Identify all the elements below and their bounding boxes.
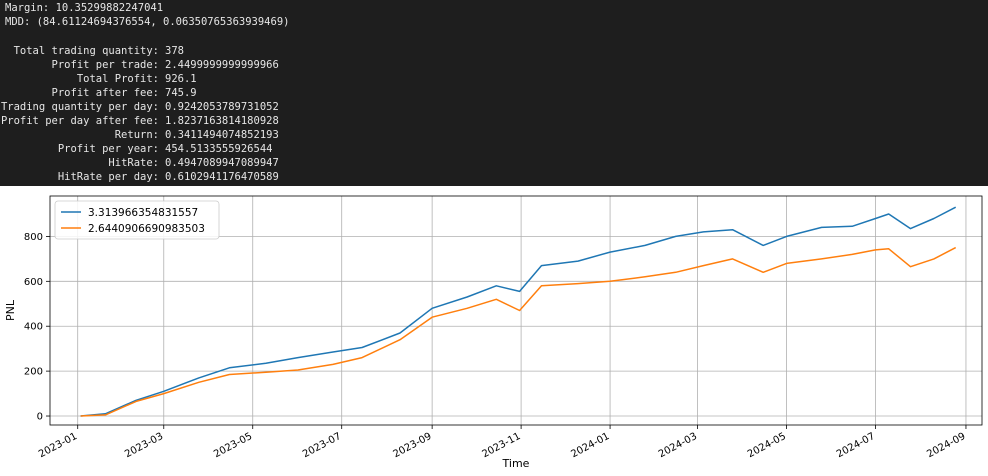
x-tick-label: 2023-09 xyxy=(391,431,433,460)
stat-row: Profit per day after fee: 1.823716381418… xyxy=(0,114,988,128)
legend-label: 2.6440906690983503 xyxy=(88,223,205,235)
stat-value: 0.4947089947089947 xyxy=(165,157,279,169)
stat-label: Trading quantity per day: xyxy=(0,101,159,113)
x-tick-label: 2023-11 xyxy=(480,431,522,460)
x-tick-label: 2024-09 xyxy=(925,431,967,460)
x-tick-label: 2023-07 xyxy=(301,431,343,460)
x-tick-label: 2023-01 xyxy=(37,431,79,460)
stat-label: HitRate: xyxy=(108,157,159,169)
chart-legend: 3.313966354831557 2.6440906690983503 xyxy=(54,200,220,240)
y-tick-label: 200 xyxy=(24,367,43,378)
stat-row: Profit per trade: 2.4499999999999966 xyxy=(0,58,988,72)
y-axis-label: PNL xyxy=(4,299,17,321)
stat-value: 378 xyxy=(165,45,184,57)
stat-row: HitRate: 0.4947089947089947 xyxy=(0,156,988,170)
stat-label: Profit after fee: xyxy=(51,87,159,99)
legend-box xyxy=(54,200,220,240)
stat-label: Profit per year: xyxy=(57,143,159,155)
chart-grid xyxy=(50,196,982,425)
stat-row: HitRate per day: 0.6102941176470589 xyxy=(0,170,988,184)
stat-label: Return: xyxy=(114,129,159,141)
x-tick-label: 2023-03 xyxy=(123,431,165,460)
stat-row: Total trading quantity: 378 xyxy=(0,44,988,58)
x-tick-label: 2023-05 xyxy=(212,431,254,460)
chart-series xyxy=(80,206,957,417)
stat-label: Total trading quantity: xyxy=(13,45,159,57)
legend-label: 3.313966354831557 xyxy=(88,207,198,219)
x-tick-label: 2024-05 xyxy=(746,431,788,460)
stat-row: Return: 0.3411494074852193 xyxy=(0,128,988,142)
stat-value: 0.3411494074852193 xyxy=(165,129,279,141)
stat-row: Trading quantity per day: 0.924205378973… xyxy=(0,100,988,114)
stat-value: 926.1 xyxy=(165,73,197,85)
stat-value: 0.6102941176470589 xyxy=(165,171,279,183)
stat-value: 2.4499999999999966 xyxy=(165,59,279,71)
stat-label: Total Profit: xyxy=(76,73,159,85)
series-line-1 xyxy=(80,206,957,417)
margin-line: Margin: 10.35299882247041 xyxy=(5,2,164,14)
stat-row: Profit per year: 454.5133555926544 xyxy=(0,142,988,156)
stat-value: 1.8237163814180928 xyxy=(165,115,279,127)
y-axis-ticks: 0 200 400 600 800 xyxy=(24,232,50,423)
y-tick-label: 0 xyxy=(37,412,43,423)
mdd-line: MDD: (84.61124694376554, 0.0635076536393… xyxy=(5,16,290,28)
x-tick-label: 2024-03 xyxy=(657,431,699,460)
x-axis-ticks: 2023-01 2023-03 2023-05 2023-07 2023-09 2023-… xyxy=(37,425,967,460)
x-tick-label: 2024-07 xyxy=(835,431,877,460)
pnl-chart: 2023-01 2023-03 2023-05 2023-07 2023-09 2023-… xyxy=(4,195,983,470)
stat-label: Profit per trade: xyxy=(51,59,159,71)
x-axis-label: Time xyxy=(502,457,530,470)
stat-value: 745.9 xyxy=(165,87,197,99)
stat-value: 454.5133555926544 xyxy=(165,143,273,155)
y-tick-label: 600 xyxy=(24,277,43,288)
console-output: Margin: 10.35299882247041 MDD: (84.61124… xyxy=(0,0,988,186)
y-tick-label: 800 xyxy=(24,232,43,243)
y-tick-label: 400 xyxy=(24,322,43,333)
stat-value: 0.9242053789731052 xyxy=(165,101,279,113)
stat-label: Profit per day after fee: xyxy=(0,115,159,127)
plot-frame xyxy=(49,195,983,426)
stat-label: HitRate per day: xyxy=(57,171,159,183)
x-tick-label: 2024-01 xyxy=(569,431,611,460)
stat-row: Profit after fee: 745.9 xyxy=(0,86,988,100)
series-line-2 xyxy=(80,246,957,417)
stat-row: Total Profit: 926.1 xyxy=(0,72,988,86)
